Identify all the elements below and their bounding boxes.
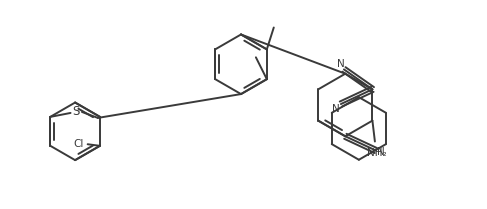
Text: N: N bbox=[332, 104, 340, 114]
Text: NH₂: NH₂ bbox=[367, 148, 386, 158]
Text: S: S bbox=[72, 106, 80, 119]
Text: N: N bbox=[377, 147, 385, 157]
Text: Cl: Cl bbox=[74, 139, 84, 149]
Text: N: N bbox=[337, 59, 345, 69]
